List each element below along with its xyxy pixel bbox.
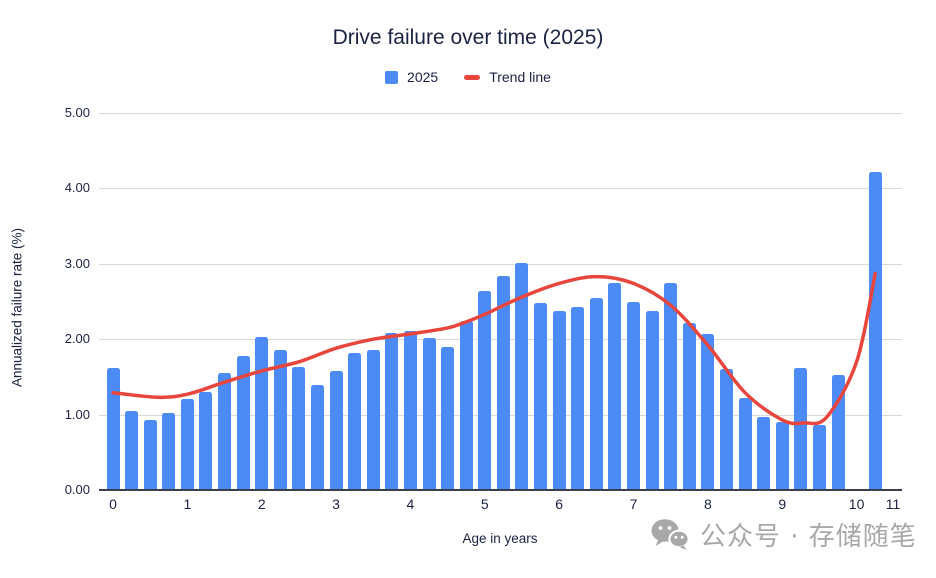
bar [218, 373, 232, 490]
x-tick-label: 8 [703, 496, 712, 512]
legend-label-2025: 2025 [407, 69, 439, 85]
bar [255, 336, 269, 490]
bar [757, 416, 771, 490]
watermark: 公众号 · 存储随笔 [650, 516, 917, 553]
bar [292, 367, 306, 490]
bar [868, 171, 882, 490]
legend-item-2025: 2025 [385, 69, 438, 85]
bar [496, 275, 510, 490]
x-tick-label: 0 [109, 496, 117, 512]
x-tick-label: 7 [629, 496, 638, 512]
bar [794, 367, 808, 490]
bar [329, 370, 343, 490]
bar [478, 290, 492, 490]
bar [589, 297, 603, 490]
bar [143, 419, 157, 490]
bar [385, 333, 399, 490]
bar [534, 303, 548, 490]
x-tick-label: 1 [183, 496, 192, 512]
bar [441, 347, 455, 490]
bar [738, 398, 752, 490]
y-tick-label: 3.00 [64, 255, 90, 271]
bar [701, 333, 715, 490]
bar [719, 368, 733, 490]
bar [775, 422, 789, 490]
bar [571, 306, 585, 490]
bar [106, 367, 120, 490]
y-tick-label: 1.00 [64, 406, 90, 422]
bar [664, 283, 678, 490]
y-tick-label: 4.00 [64, 180, 90, 196]
bar [682, 322, 696, 490]
chart-title: Drive failure over time (2025) [332, 26, 604, 49]
bar [348, 352, 362, 490]
y-tick-label: 5.00 [64, 105, 90, 120]
bar [627, 302, 641, 490]
bar [645, 310, 659, 490]
bar [459, 321, 473, 490]
x-axis-title: Age in years [462, 531, 538, 546]
bar [366, 349, 380, 490]
x-tick-label: 2 [257, 496, 266, 512]
gridline [99, 113, 902, 114]
bar [831, 374, 845, 490]
bar [273, 349, 287, 490]
bar [515, 263, 529, 490]
x-axis-line [99, 489, 902, 491]
bar [199, 391, 213, 490]
x-tick-label: 10 [848, 496, 865, 512]
bar [236, 355, 250, 490]
bar [310, 385, 324, 490]
x-tick-label: 11 [885, 496, 901, 512]
x-tick-label: 9 [778, 496, 787, 512]
legend: 2025 Trend line [0, 69, 936, 85]
y-tick-label: 2.00 [64, 331, 90, 347]
x-tick-label: 3 [332, 496, 340, 512]
x-tick-label: 4 [406, 496, 415, 512]
legend-dash-trend-line-icon [464, 74, 481, 80]
bar [162, 413, 176, 490]
y-axis-title: Annualized failure rate (%) [9, 227, 25, 388]
y-tick-label: 0.00 [64, 482, 90, 497]
bar [180, 398, 194, 490]
gridline [99, 263, 902, 265]
legend-item-trend-line: Trend line [464, 69, 551, 85]
wechat-icon [651, 519, 690, 550]
legend-swatch-2025 [385, 70, 399, 84]
bar [812, 425, 826, 490]
gridline [99, 188, 902, 190]
bar [403, 330, 417, 490]
bar [608, 282, 622, 490]
bar [552, 311, 566, 490]
watermark-text: 公众号 · 存储随笔 [700, 522, 917, 552]
x-tick-label: 6 [555, 496, 564, 512]
bar [125, 410, 139, 490]
x-tick-label: 5 [480, 496, 489, 512]
bar [422, 337, 436, 490]
legend-label-trend-line: Trend line [489, 69, 551, 85]
